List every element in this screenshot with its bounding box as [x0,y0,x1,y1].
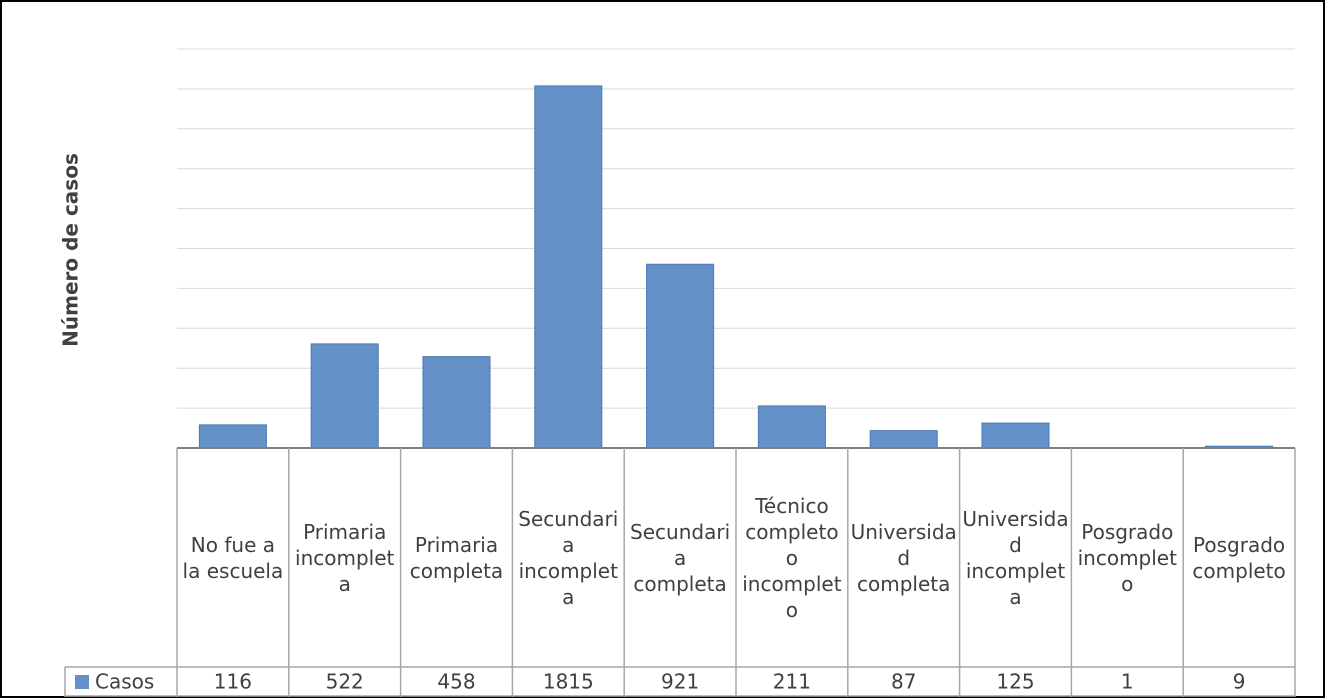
x-tick-label: Primaria completa [409,532,504,583]
x-tick-label: Técnico completo o incompleto [742,493,842,622]
x-tick-label: Universidad incompleta [962,506,1069,609]
bar [981,422,1050,449]
data-label: 921 [661,670,699,694]
data-label: 1 [1121,670,1134,694]
data-label: 116 [214,670,252,694]
bar [310,343,379,449]
legend-label: Casos [95,670,154,694]
category-cell: Primaria incompleta [295,519,395,596]
x-tick-label: No fue a la escuela [182,532,284,583]
category-cell: Secundaria incompleta [518,506,619,609]
x-tick-label: Universidad completa [850,519,957,596]
data-label: 125 [996,670,1034,694]
category-cell: No fue a la escuela [182,532,284,583]
bar [198,424,267,449]
category-cell: Primaria completa [409,532,504,583]
bar [534,85,603,449]
data-label: 458 [437,670,475,694]
bar [757,405,826,449]
x-tick-label: Secundaria completa [630,519,731,596]
data-label: 9 [1233,670,1246,694]
category-cell: Universidad incompleta [962,506,1069,609]
legend-key [75,675,89,689]
data-label: 1815 [543,670,594,694]
category-cell: Técnico completo o incompleto [742,493,842,622]
category-cell: Posgrado completo [1192,532,1286,583]
category-cell: Secundaria completa [630,519,731,596]
x-tick-label: Secundaria incompleta [518,506,619,609]
bar [869,430,938,449]
category-cell: Universidad completa [850,519,957,596]
x-tick-label: Posgrado completo [1192,532,1286,583]
bar [422,356,491,449]
x-tick-label: Posgrado incompleto [1077,519,1177,596]
data-label: 522 [326,670,364,694]
x-tick-label: Primaria incompleta [295,519,395,596]
data-label: 87 [891,670,916,694]
bar [646,263,715,449]
category-cell: Posgrado incompleto [1077,519,1177,596]
data-label: 211 [773,670,811,694]
y-axis-title: Número de casos [59,153,83,347]
